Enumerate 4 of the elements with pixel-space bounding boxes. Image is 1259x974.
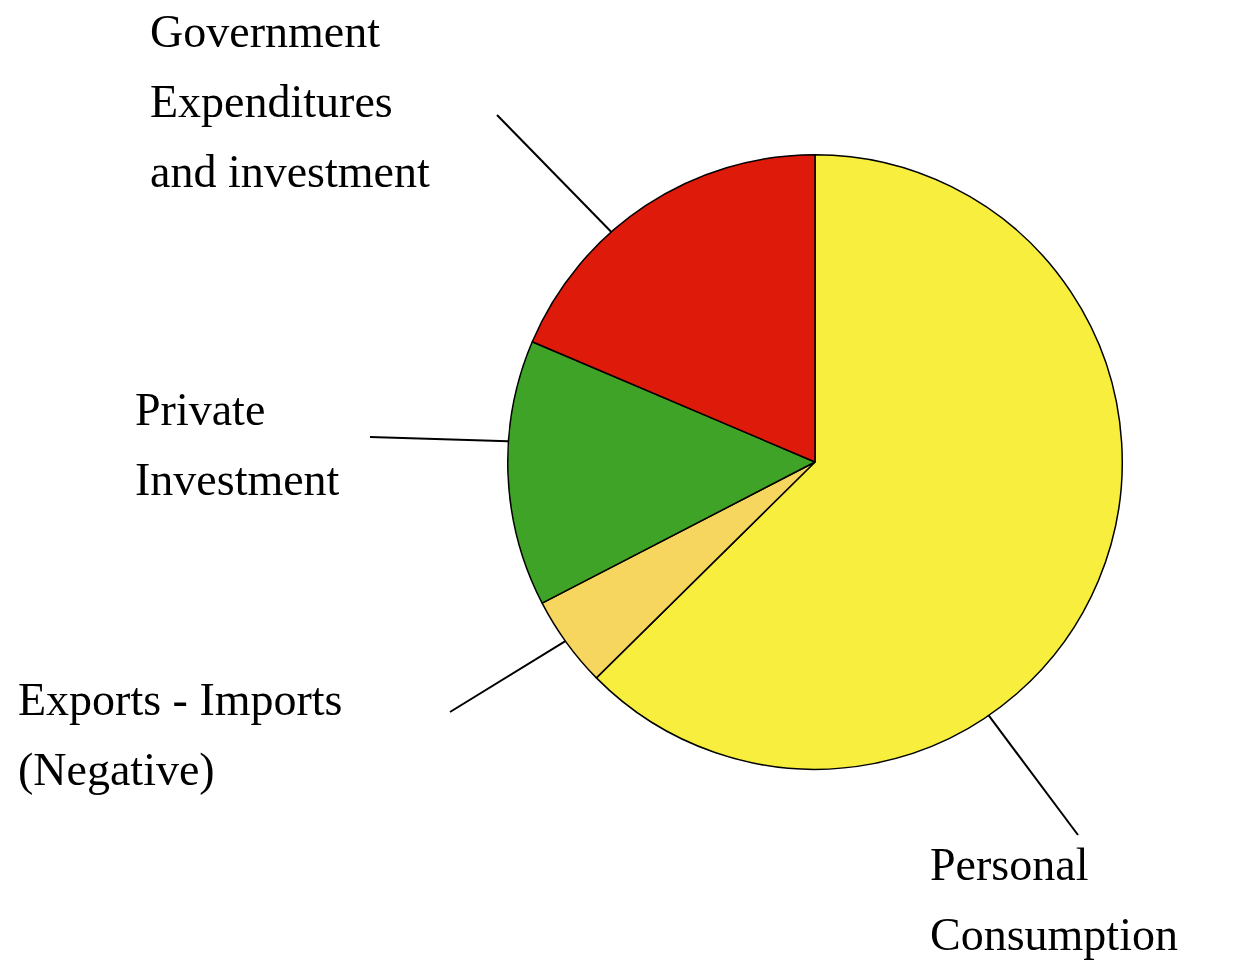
legend-label: Exports - Imports (Negative) [18,674,343,796]
slice-label: Personal Consumption [930,839,1178,961]
slice-label: Government Expenditures and investment [150,6,430,198]
slice-label: Private Investment [135,384,340,506]
